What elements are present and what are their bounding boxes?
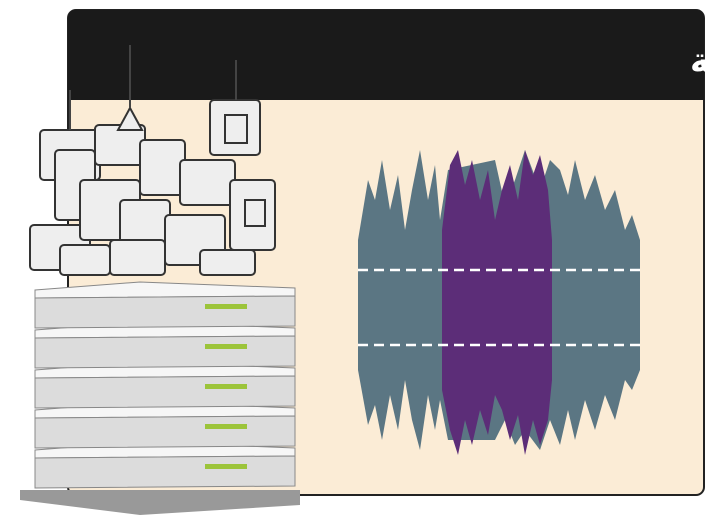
- server-stack: [20, 281, 300, 515]
- slab-front: [34, 455, 296, 489]
- slab-front: [34, 375, 296, 409]
- slab-front: [34, 295, 296, 329]
- slab-front: [34, 335, 296, 369]
- slab-top: [34, 281, 296, 299]
- title: بيانات صوتية: [690, 41, 707, 81]
- header-bar: [68, 10, 704, 100]
- antennas: [69, 45, 237, 130]
- slab-light: [205, 464, 247, 469]
- slab-light: [205, 304, 247, 309]
- slab-front: [34, 415, 296, 449]
- slab-light: [205, 344, 247, 349]
- device-clutter: [29, 99, 276, 276]
- waveform-purple: [442, 150, 552, 455]
- slab-light: [205, 424, 247, 429]
- slab-light: [205, 384, 247, 389]
